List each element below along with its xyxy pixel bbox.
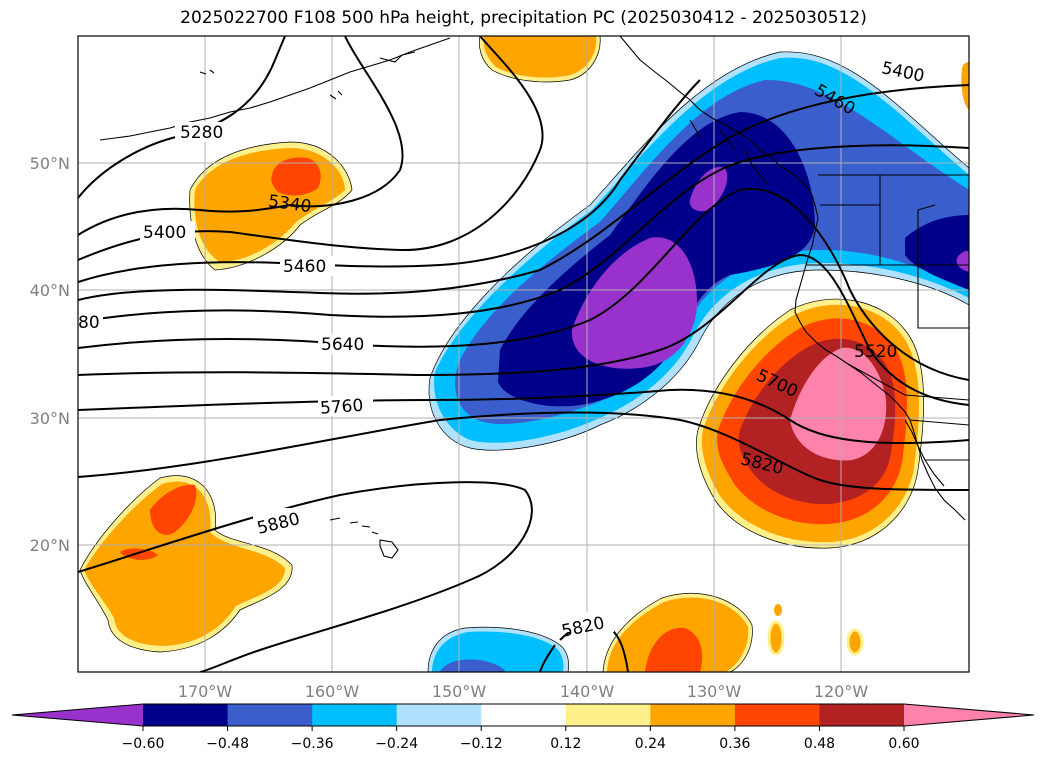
shade-neg-060c [956, 250, 969, 272]
colorbar-tick-label: 0.60 [888, 736, 919, 752]
contour-label-80: 80 [78, 313, 100, 333]
map-title: 2025022700 F108 500 hPa height, precipit… [180, 8, 867, 28]
colorbar-tick-label: −0.24 [375, 736, 418, 752]
lon-axis: 170°W 160°W 150°W 140°W 130°W 120°W [178, 682, 869, 701]
colorbar-segment [565, 704, 651, 726]
lon-tick-140w: 140°W [560, 682, 615, 701]
shade-pos-small-2 [846, 628, 864, 656]
shade-pos-top-024 [483, 36, 597, 78]
colorbar-tick-label: −0.60 [122, 736, 165, 752]
lon-tick-150w: 150°W [432, 682, 487, 701]
colorbar-tick-label: 0.24 [635, 736, 666, 752]
shaded-field [79, 36, 969, 672]
colorbar-tick-label: 0.36 [719, 736, 750, 752]
contour-label-5640: 5640 [321, 335, 364, 355]
coastlines [99, 36, 969, 559]
colorbar-tick-label: −0.12 [460, 736, 503, 752]
colorbar-segment [819, 704, 905, 726]
colorbar-tick-label: −0.36 [291, 736, 334, 752]
colorbar-segment [481, 704, 567, 726]
lon-tick-120w: 120°W [814, 682, 869, 701]
lat-tick-30n: 30°N [30, 409, 70, 428]
colorbar-segment [143, 704, 229, 726]
shade-neg-060b [689, 166, 728, 212]
lat-axis: 20°N 30°N 40°N 50°N [30, 154, 70, 555]
colorbar-segment [734, 704, 820, 726]
colorbar-segment [396, 704, 482, 726]
shade-pos-sw-036b [120, 548, 158, 560]
contour-label-5400: 5400 [143, 223, 186, 243]
colorbar-extend-min [12, 704, 143, 726]
lon-tick-130w: 130°W [687, 682, 742, 701]
colorbar-segment [227, 704, 313, 726]
shade-pos-nw-036 [271, 157, 321, 196]
contour-label-5280: 5280 [180, 123, 223, 143]
lat-tick-40n: 40°N [30, 281, 70, 300]
colorbar-segment [650, 704, 736, 726]
shade-pos-bot-036 [645, 627, 703, 672]
shade-pos-sw-024 [84, 481, 286, 646]
shade-pos-small-3 [774, 604, 782, 616]
colorbar: −0.60 −0.48 −0.36 −0.24 −0.12 0.12 0.24 0.36 0.4… [11, 703, 1035, 752]
lat-tick-20n: 20°N [30, 536, 70, 555]
shade-neg-048b [905, 215, 969, 290]
contour-label-5760: 5760 [319, 396, 364, 419]
colorbar-segment [312, 704, 398, 726]
contour-label-5460: 5460 [283, 257, 326, 277]
lon-tick-170w: 170°W [178, 682, 233, 701]
shade-neg-060 [571, 237, 698, 369]
lat-tick-50n: 50°N [30, 154, 70, 173]
shade-pos-small-1 [767, 620, 785, 656]
contour-label-5520: 5520 [854, 342, 897, 362]
colorbar-tick-label: 0.48 [804, 736, 835, 752]
colorbar-tick-label: 0.12 [550, 736, 581, 752]
shade-pos-sw-036 [150, 484, 197, 535]
colorbar-tick-label: −0.48 [206, 736, 249, 752]
colorbar-extend-max [904, 704, 1034, 726]
lon-tick-160w: 160°W [305, 682, 360, 701]
shade-neg-south-036 [440, 659, 505, 672]
map-frame [77, 35, 970, 673]
